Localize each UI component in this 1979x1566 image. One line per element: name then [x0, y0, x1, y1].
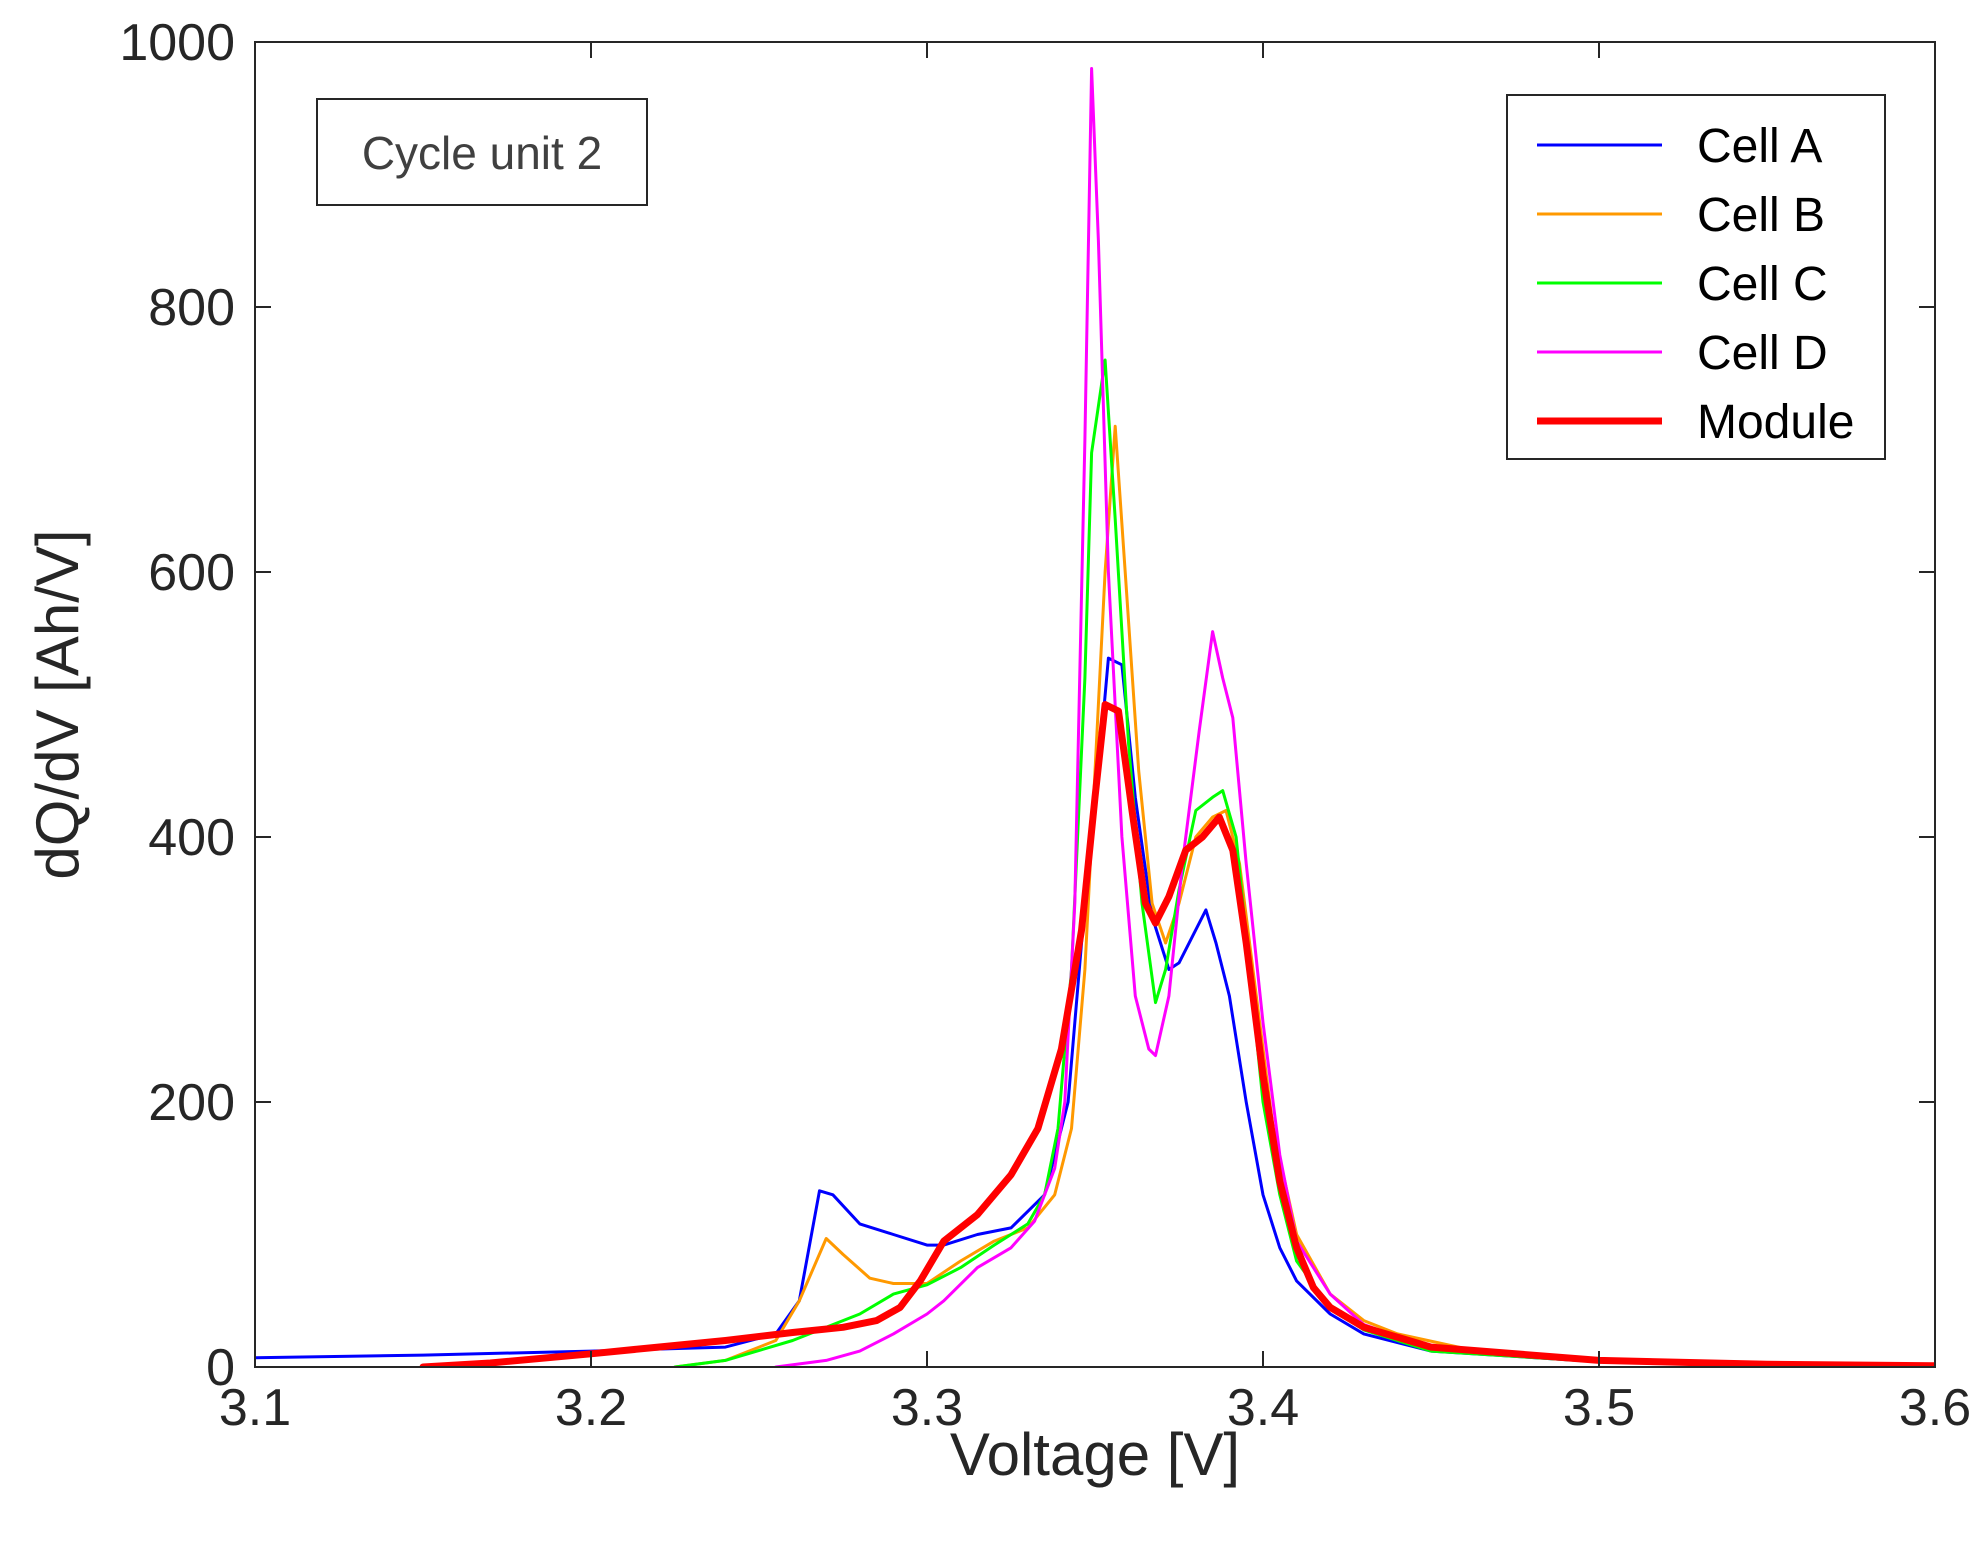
y-tick-label: 1000: [119, 14, 235, 72]
legend-item-cell-a: Cell A: [1537, 120, 1822, 173]
legend-label: Module: [1697, 396, 1854, 449]
legend-item-module: Module: [1537, 396, 1854, 449]
series-line-cell-d: [774, 67, 1935, 1367]
y-tick-label: 200: [148, 1074, 235, 1132]
legend-entries: Cell A Cell B Cell C Cell D Module: [1537, 120, 1854, 449]
y-axis-label: dQ/dV [Ah/V]: [24, 529, 91, 879]
legend-label: Cell A: [1697, 120, 1822, 173]
annotation-frame: [316, 98, 648, 206]
legend: Cell A Cell B Cell C Cell D Module: [1506, 94, 1886, 460]
axis-ticks: 3.1 3.2 3.3 3.4 3.5 3.6 0 200 400 600 800 1000: [119, 14, 1971, 1437]
legend-label: Cell D: [1697, 327, 1828, 380]
series-line-cell-a: [255, 656, 1935, 1367]
legend-item-cell-c: Cell C: [1537, 258, 1828, 311]
y-tick-label: 600: [148, 544, 235, 602]
annotation-box: Cycle unit 2: [316, 98, 648, 206]
series-line-module: [419, 701, 1935, 1367]
x-tick-label: 3.5: [1563, 1379, 1635, 1437]
y-tick-label: 400: [148, 809, 235, 867]
legend-item-cell-b: Cell B: [1537, 189, 1825, 242]
plot-frame: [254, 41, 1936, 1368]
x-tick-label: 3.1: [219, 1379, 291, 1437]
legend-label: Cell B: [1697, 189, 1825, 242]
y-tick-label: 0: [206, 1339, 235, 1397]
legend-frame: [1506, 94, 1886, 460]
series-layer: [255, 67, 1935, 1367]
x-tick-label: 3.2: [555, 1379, 627, 1437]
x-tick-label: 3.6: [1899, 1379, 1971, 1437]
legend-item-cell-d: Cell D: [1537, 327, 1828, 380]
y-tick-label: 800: [148, 279, 235, 337]
legend-label: Cell C: [1697, 258, 1828, 311]
annotation-text: Cycle unit 2: [362, 127, 602, 179]
x-tick-label: 3.4: [1227, 1379, 1299, 1437]
x-axis-label: Voltage [V]: [950, 1421, 1240, 1488]
x-tick-label: 3.3: [891, 1379, 963, 1437]
